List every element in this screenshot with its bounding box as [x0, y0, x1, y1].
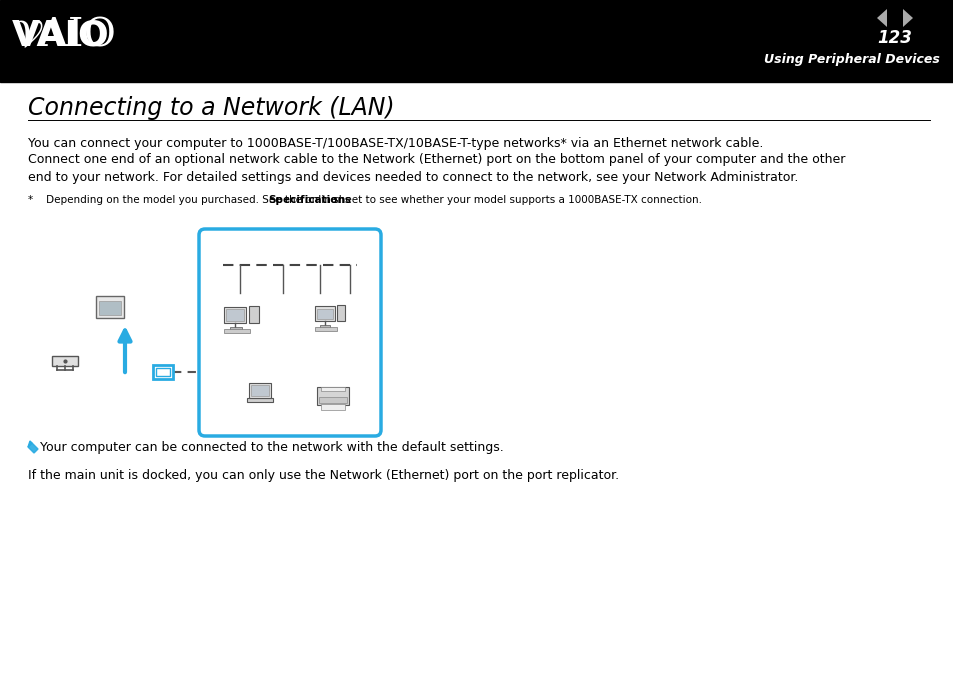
Polygon shape — [876, 9, 886, 27]
FancyBboxPatch shape — [199, 229, 380, 436]
Text: 123: 123 — [877, 29, 911, 47]
Bar — [52, 356, 78, 366]
Bar — [336, 305, 345, 321]
Polygon shape — [902, 9, 912, 27]
Bar — [320, 404, 345, 410]
Bar — [316, 309, 333, 319]
Polygon shape — [28, 443, 38, 453]
Bar — [314, 306, 335, 321]
Text: Using Peripheral Devices: Using Peripheral Devices — [763, 53, 939, 67]
Bar — [314, 327, 336, 331]
Bar — [224, 307, 246, 323]
Bar — [0, 82, 953, 674]
Bar — [99, 301, 121, 315]
Text: If the main unit is docked, you can only use the Network (Ethernet) port on the : If the main unit is docked, you can only… — [28, 468, 618, 481]
Text: Connect one end of an optional network cable to the Network (Ethernet) port on t: Connect one end of an optional network c… — [28, 154, 844, 166]
Bar — [224, 329, 250, 333]
Bar — [249, 306, 258, 323]
Text: end to your network. For detailed settings and devices needed to connect to the : end to your network. For detailed settin… — [28, 171, 798, 183]
Text: *    Depending on the model you purchased. See the online: * Depending on the model you purchased. … — [28, 195, 340, 205]
Bar — [251, 385, 269, 396]
Bar — [230, 327, 242, 330]
Text: VAIO: VAIO — [12, 19, 110, 53]
Text: $\mathcal{V}$AIO: $\mathcal{V}$AIO — [15, 18, 114, 55]
Text: Connecting to a Network (LAN): Connecting to a Network (LAN) — [28, 96, 395, 120]
Bar — [152, 365, 172, 379]
Polygon shape — [28, 441, 32, 447]
Bar — [316, 387, 349, 405]
Bar — [320, 387, 345, 391]
Text: sheet to see whether your model supports a 1000BASE-TX connection.: sheet to see whether your model supports… — [330, 195, 701, 205]
Bar — [0, 0, 953, 82]
Bar — [318, 397, 347, 403]
Bar — [247, 398, 273, 402]
Bar — [249, 383, 271, 398]
Bar — [96, 296, 124, 318]
Bar — [226, 309, 244, 321]
Bar — [319, 325, 330, 328]
Bar — [156, 368, 170, 376]
Text: You can connect your computer to 1000BASE-T/100BASE-TX/10BASE-T-type networks* v: You can connect your computer to 1000BAS… — [28, 137, 762, 150]
Text: Specifications: Specifications — [269, 195, 352, 205]
Text: Your computer can be connected to the network with the default settings.: Your computer can be connected to the ne… — [40, 441, 503, 454]
